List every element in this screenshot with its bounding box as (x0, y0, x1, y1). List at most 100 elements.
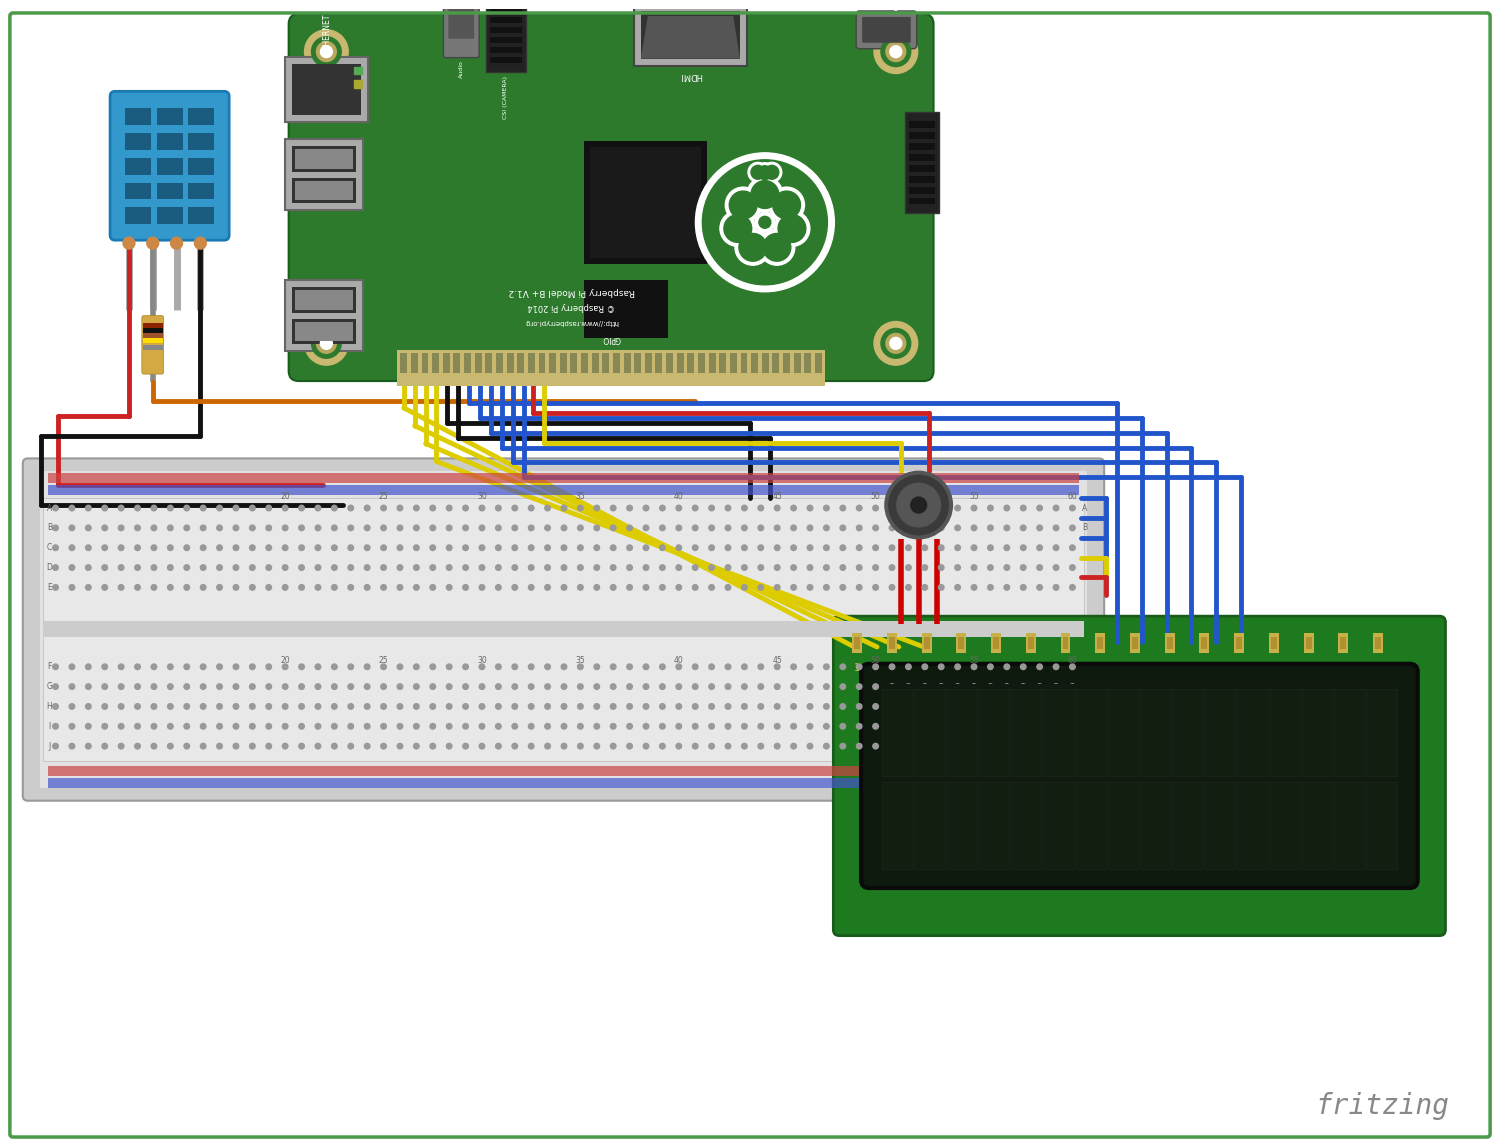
Circle shape (1020, 545, 1026, 550)
Circle shape (315, 584, 321, 590)
Circle shape (201, 723, 206, 729)
Bar (48, 474, 1080, 484)
Circle shape (168, 584, 172, 590)
FancyBboxPatch shape (904, 112, 939, 213)
Circle shape (724, 505, 730, 511)
Bar (909, 187, 934, 194)
Circle shape (702, 160, 828, 285)
Bar (1044, 782, 1074, 869)
Circle shape (398, 565, 402, 570)
Circle shape (890, 46, 902, 57)
Circle shape (232, 664, 238, 670)
Circle shape (316, 333, 336, 354)
Circle shape (430, 683, 435, 689)
Circle shape (364, 584, 370, 590)
Circle shape (135, 683, 141, 689)
Circle shape (266, 525, 272, 531)
Text: http://www.raspberrypi.org: http://www.raspberrypi.org (525, 318, 618, 324)
Circle shape (135, 664, 141, 670)
Circle shape (627, 525, 633, 531)
FancyBboxPatch shape (124, 133, 152, 149)
Bar (1202, 637, 1208, 649)
Circle shape (249, 505, 255, 511)
Circle shape (987, 505, 993, 511)
FancyBboxPatch shape (124, 108, 152, 126)
Bar (1140, 689, 1170, 776)
Bar (1334, 782, 1365, 869)
Text: 40: 40 (674, 492, 684, 501)
Circle shape (873, 723, 879, 729)
Circle shape (464, 723, 468, 729)
Circle shape (758, 723, 764, 729)
Circle shape (298, 525, 304, 531)
Circle shape (693, 545, 698, 550)
Circle shape (266, 664, 272, 670)
Circle shape (660, 505, 664, 511)
Circle shape (447, 704, 452, 710)
Circle shape (807, 723, 813, 729)
Circle shape (135, 525, 141, 531)
Bar (921, 633, 932, 653)
Bar (400, 354, 406, 373)
Circle shape (774, 723, 780, 729)
Circle shape (693, 505, 698, 511)
Circle shape (1053, 683, 1059, 689)
Circle shape (807, 683, 813, 689)
Circle shape (807, 704, 813, 710)
Circle shape (53, 723, 58, 729)
Circle shape (381, 584, 387, 590)
Circle shape (758, 664, 764, 670)
Circle shape (741, 545, 747, 550)
Circle shape (86, 723, 92, 729)
Circle shape (774, 704, 780, 710)
Text: 30: 30 (477, 492, 488, 501)
FancyBboxPatch shape (634, 5, 747, 65)
Circle shape (348, 683, 354, 689)
Circle shape (594, 664, 600, 670)
Circle shape (266, 723, 272, 729)
Circle shape (729, 191, 758, 219)
Circle shape (495, 565, 501, 570)
Circle shape (890, 338, 902, 349)
FancyBboxPatch shape (591, 147, 702, 258)
Circle shape (348, 545, 354, 550)
Circle shape (364, 545, 370, 550)
Bar (1173, 689, 1203, 776)
Circle shape (676, 545, 681, 550)
FancyBboxPatch shape (124, 208, 152, 225)
Bar (815, 354, 822, 373)
Text: 45: 45 (772, 656, 782, 665)
Circle shape (478, 525, 484, 531)
Text: ETHERNET: ETHERNET (322, 14, 332, 54)
Circle shape (298, 723, 304, 729)
Circle shape (758, 565, 764, 570)
Circle shape (939, 584, 944, 590)
FancyBboxPatch shape (856, 11, 916, 49)
Circle shape (315, 525, 321, 531)
Circle shape (414, 545, 419, 550)
Circle shape (123, 237, 135, 249)
Circle shape (922, 723, 927, 729)
Circle shape (693, 525, 698, 531)
Circle shape (594, 723, 600, 729)
Circle shape (758, 545, 764, 550)
Circle shape (970, 584, 976, 590)
Bar (666, 354, 674, 373)
Circle shape (512, 565, 518, 570)
Circle shape (266, 584, 272, 590)
Bar (915, 782, 945, 869)
Bar (422, 354, 429, 373)
Circle shape (152, 584, 156, 590)
Circle shape (676, 584, 681, 590)
Circle shape (348, 525, 354, 531)
Circle shape (922, 584, 927, 590)
Circle shape (824, 664, 830, 670)
Circle shape (922, 664, 927, 670)
Circle shape (747, 177, 783, 212)
Circle shape (249, 584, 255, 590)
FancyBboxPatch shape (285, 57, 368, 122)
Circle shape (1070, 545, 1076, 550)
Text: E: E (46, 583, 53, 592)
Circle shape (69, 743, 75, 748)
Circle shape (201, 683, 206, 689)
